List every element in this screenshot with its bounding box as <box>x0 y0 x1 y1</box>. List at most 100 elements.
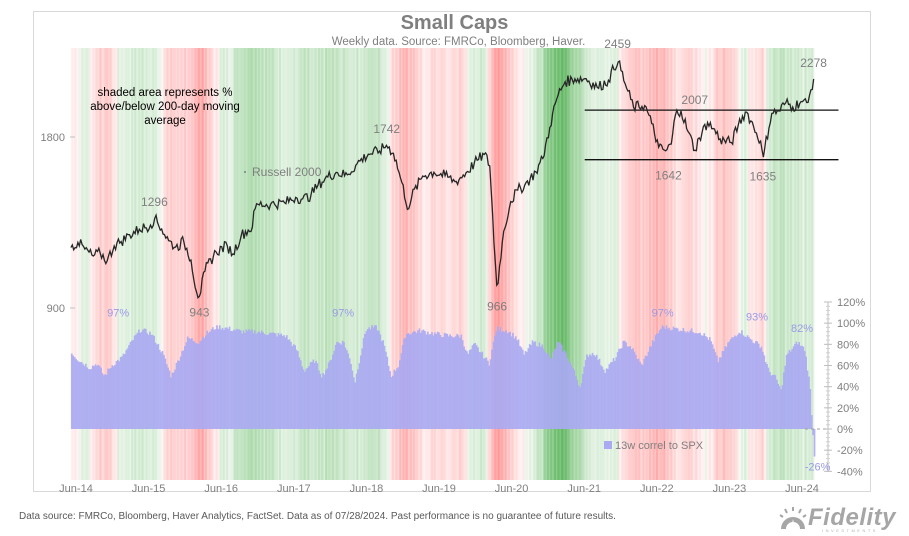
correlation-value-label: -26% <box>805 462 831 474</box>
shading-band <box>780 48 783 480</box>
correlation-bar <box>192 340 195 429</box>
correlation-bar <box>394 371 397 429</box>
shading-band <box>248 48 251 480</box>
correlation-bar <box>481 351 484 429</box>
correlation-bar <box>156 344 158 429</box>
shading-band <box>189 48 192 480</box>
shading-band <box>495 48 498 480</box>
correlation-bar <box>537 346 539 429</box>
shading-band <box>646 48 649 480</box>
correlation-bar <box>251 329 253 429</box>
shading-band <box>271 48 274 480</box>
correlation-bar <box>171 372 174 429</box>
chart-subtitle: Weekly data. Source: FMRCo, Bloomberg, H… <box>331 36 586 48</box>
correlation-bar <box>158 349 161 429</box>
correlation-bar <box>746 335 749 429</box>
correlation-bar <box>291 346 294 429</box>
shading-band <box>298 48 301 480</box>
correlation-bar <box>674 328 676 429</box>
shading-band <box>301 48 304 480</box>
shading-band <box>625 48 628 480</box>
shading-band <box>263 48 266 480</box>
shading-band <box>276 48 279 480</box>
shading-band <box>312 48 315 480</box>
right-tick-label: -40% <box>837 466 863 478</box>
shading-band <box>566 48 569 480</box>
correlation-bar <box>393 369 396 429</box>
correlation-bar <box>662 326 665 429</box>
shading-band <box>577 48 580 480</box>
shading-band <box>294 48 297 480</box>
shading-band <box>418 48 421 480</box>
correlation-bar <box>232 329 235 429</box>
correlation-bar <box>593 355 595 429</box>
shading-band <box>211 48 214 480</box>
shading-band <box>545 48 548 480</box>
correlation-bar <box>234 330 236 429</box>
correlation-bar <box>373 325 376 429</box>
correlation-bar <box>668 327 671 429</box>
correlation-bar <box>440 337 443 429</box>
correlation-bar <box>736 334 739 429</box>
shading-band <box>144 48 147 480</box>
index-value-label: 943 <box>189 305 209 319</box>
shading-band <box>130 48 133 480</box>
shading-band <box>447 48 450 480</box>
shading-band <box>393 48 396 480</box>
correlation-bar <box>431 332 433 429</box>
correlation-bar <box>453 337 456 429</box>
correlation-bar <box>640 363 643 429</box>
correlation-bar <box>263 333 266 429</box>
correlation-bar <box>225 327 228 429</box>
correlation-bar <box>164 358 167 429</box>
shading-band <box>319 48 322 480</box>
shading-band <box>795 48 798 480</box>
shading-band <box>484 48 487 480</box>
shading-band <box>498 48 501 480</box>
correlation-bar <box>116 359 119 429</box>
shading-band <box>558 48 561 480</box>
correlation-bar <box>341 340 344 429</box>
correlation-bar <box>274 333 277 429</box>
shading-band <box>715 48 718 480</box>
shading-band <box>482 48 485 480</box>
correlation-bar <box>285 335 288 429</box>
shading-band <box>682 48 685 480</box>
correlation-bar <box>627 346 630 429</box>
shading-band <box>500 48 503 480</box>
shading-band <box>679 48 682 480</box>
shading-band <box>80 48 83 480</box>
shading-band <box>167 48 170 480</box>
shading-band <box>720 48 723 480</box>
correlation-bar <box>629 346 632 429</box>
shading-band <box>812 48 815 480</box>
correlation-bar <box>653 341 655 429</box>
correlation-bar <box>722 351 725 429</box>
shading-band <box>89 48 92 480</box>
shading-band <box>364 48 367 480</box>
shading-band <box>746 48 749 480</box>
correlation-bar <box>399 360 401 429</box>
correlation-bar <box>301 366 303 429</box>
shading-band <box>675 48 678 480</box>
shading-bands <box>70 48 815 480</box>
correlation-bar <box>803 351 806 429</box>
shading-band <box>637 48 640 480</box>
correlation-bar <box>255 334 257 429</box>
shading-band <box>344 48 347 480</box>
x-tick-label: Jun-20 <box>495 483 529 495</box>
correlation-bar <box>496 326 499 429</box>
shading-band <box>419 48 422 480</box>
correlation-bar <box>639 361 641 429</box>
correlation-bar <box>412 331 415 429</box>
correlation-bar <box>426 331 429 429</box>
correlation-bar <box>206 330 209 429</box>
correlation-bar <box>484 358 486 429</box>
shading-band <box>154 48 157 480</box>
index-value-label: 1742 <box>373 122 400 136</box>
correlation-bar <box>584 360 587 429</box>
shading-band <box>784 48 787 480</box>
correlation-bar <box>294 345 296 429</box>
correlation-bar <box>519 345 521 429</box>
correlation-bar <box>137 329 140 429</box>
